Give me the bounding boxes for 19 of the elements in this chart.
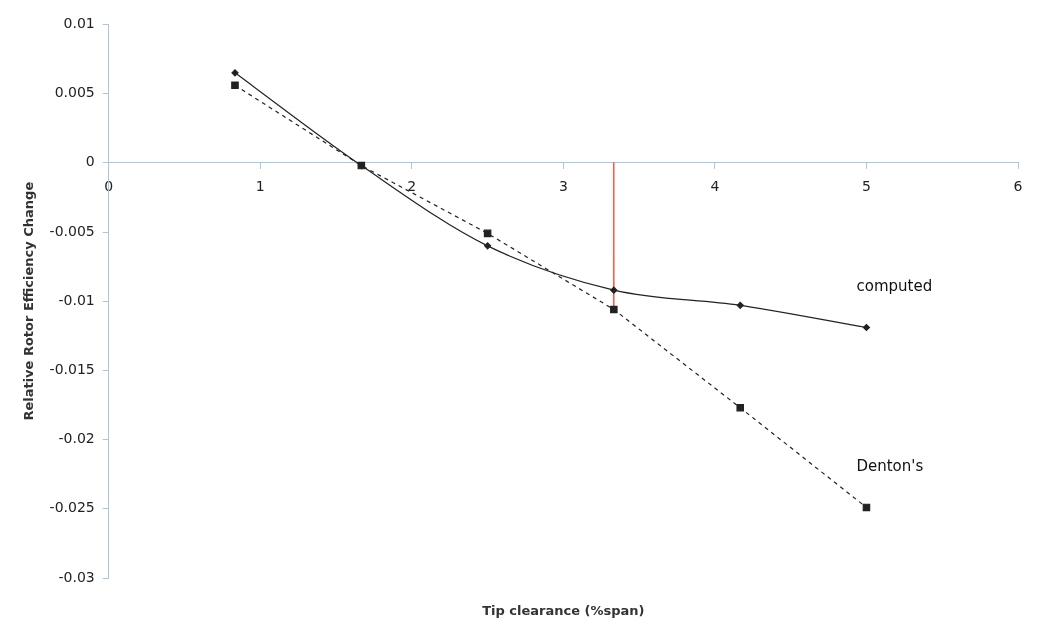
series-label: computed	[856, 277, 933, 296]
series-label: Denton's	[856, 457, 924, 476]
x-tick-label: 5	[861, 177, 871, 194]
y-tick-label: -0.015	[49, 361, 95, 378]
x-axis-title: Tip clearance (%span)	[482, 603, 645, 619]
x-tick-label: 1	[255, 177, 265, 194]
y-tick-label: 0.01	[63, 15, 95, 32]
y-axis-title: Relative Rotor Efficiency Change	[21, 181, 37, 421]
y-tick-label: -0.005	[49, 222, 95, 239]
x-tick-label: 2	[407, 177, 417, 194]
y-tick-label: 0	[85, 153, 95, 170]
x-tick-label: 6	[1013, 177, 1023, 194]
y-tick-label: -0.025	[49, 499, 95, 516]
x-tick-label: 3	[558, 177, 568, 194]
y-tick-label: -0.03	[58, 568, 95, 585]
y-tick-label: 0.005	[54, 84, 95, 101]
y-tick-label: -0.02	[58, 430, 95, 447]
y-tick-label: -0.01	[58, 291, 95, 308]
x-tick-label: 4	[710, 177, 720, 194]
